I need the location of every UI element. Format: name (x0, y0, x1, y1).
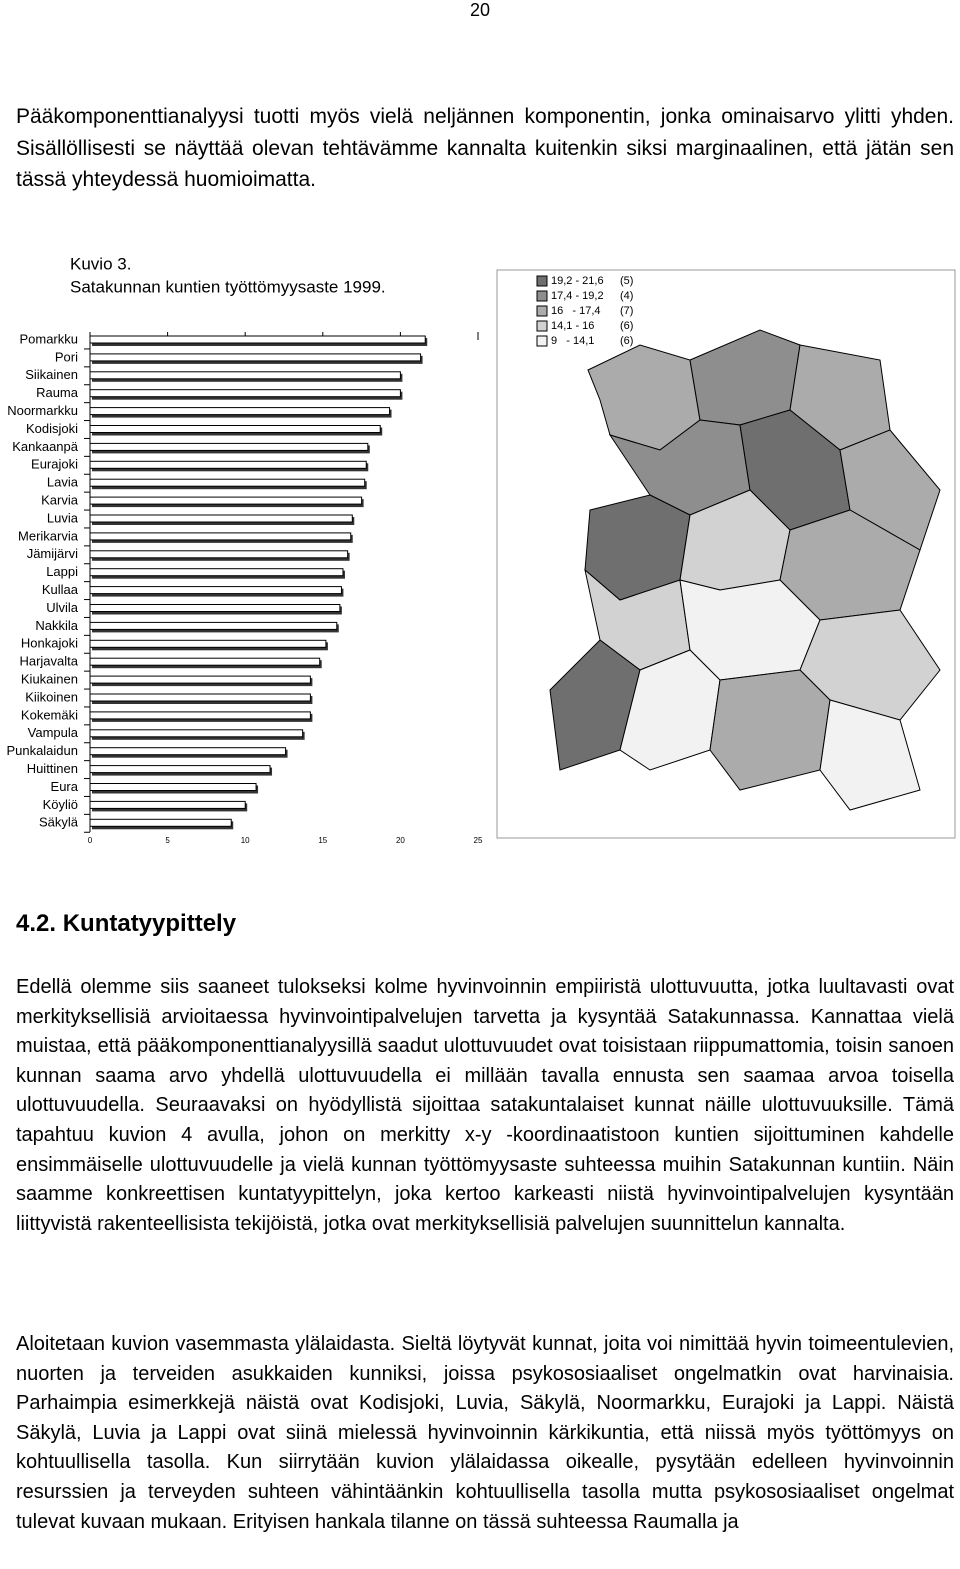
bar (89, 729, 304, 738)
figure: Kuvio 3. Satakunnan kuntien työttömyysas… (6, 254, 956, 845)
bar (89, 478, 366, 487)
paragraph: Edellä olemme siis saaneet tulokseksi ko… (16, 976, 954, 1235)
bar (89, 371, 401, 380)
bar (89, 693, 311, 702)
legend-count: (7) (620, 305, 633, 317)
bar (89, 550, 349, 559)
bar (89, 425, 381, 433)
y-tick-label: Lappi (46, 564, 78, 579)
legend-range: 16 - 17,4 (551, 305, 601, 317)
y-tick-label: Huittinen (27, 761, 78, 776)
legend-count: (4) (620, 290, 633, 302)
legend-swatch (536, 275, 548, 287)
bar (89, 442, 369, 451)
legend-swatch (536, 335, 548, 347)
paragraph: Pääkomponenttianalyysi tuotti myös vielä… (16, 105, 954, 191)
bar (89, 639, 327, 648)
y-tick-label: Säkylä (39, 815, 79, 830)
bar (89, 604, 341, 612)
y-tick-label: Kiukainen (21, 672, 78, 687)
legend-range: 14,1 - 16 (551, 320, 594, 332)
bar (89, 532, 352, 541)
x-tick-label: 10 (241, 836, 250, 845)
bar (89, 407, 391, 416)
section-heading: 4.2. Kuntatyypittely (16, 910, 237, 937)
legend-range: 17,4 - 19,2 (551, 290, 604, 302)
y-tick-label: Noormarkku (7, 403, 78, 418)
legend-range: 19,2 - 21,6 (551, 275, 604, 287)
y-tick-label: Nakkila (35, 618, 78, 633)
y-tick-label: Siikainen (25, 367, 78, 382)
y-tick-label: Kiikoinen (25, 689, 78, 704)
y-tick-label: Kokemäki (21, 707, 78, 722)
bar (89, 800, 246, 809)
region (819, 699, 921, 811)
bar (89, 353, 422, 362)
y-tick-label: Eura (51, 779, 79, 794)
x-tick-label: 5 (165, 836, 170, 845)
bar (89, 586, 342, 595)
y-tick-label: Kankaanpä (12, 439, 79, 454)
legend-count: (6) (620, 335, 633, 347)
y-tick-label: Pomarkku (19, 331, 78, 346)
y-tick-label: Ulvila (46, 600, 79, 615)
y-tick-label: Eurajoki (31, 457, 78, 472)
y-tick-label: Luvia (47, 510, 79, 525)
y-tick-label: Kodisjoki (26, 421, 78, 436)
x-tick-label: 15 (318, 836, 327, 845)
y-tick-label: Vampula (28, 725, 79, 740)
bar (89, 389, 401, 398)
bar (89, 621, 338, 630)
bar (89, 514, 353, 523)
map-regions (549, 329, 941, 811)
map (496, 269, 956, 839)
map-legend: 19,2 - 21,6 (5) 17,4 - 19,2 (4) 16 - 17,4 (7)… (536, 275, 633, 347)
y-tick-label: Rauma (36, 385, 79, 400)
region (709, 669, 831, 791)
y-tick-label: Kullaa (42, 582, 79, 597)
legend-swatch (536, 290, 548, 302)
legend-swatch (536, 320, 548, 332)
bar (89, 765, 271, 774)
y-tick-label: Karvia (41, 493, 79, 508)
bar (89, 657, 321, 666)
y-tick-label: Jämijärvi (27, 546, 78, 561)
bar (89, 335, 426, 344)
x-tick-label: 20 (396, 836, 405, 845)
y-tick-label: Köyliö (43, 797, 78, 812)
chart-subtitle: Satakunnan kuntien työttömyysaste 1999. (70, 277, 386, 296)
y-tick-label: Harjavalta (19, 654, 78, 669)
paragraph: Aloitetaan kuvion vasemmasta ylälaidasta… (16, 1333, 954, 1533)
legend-range: 9 - 14,1 (551, 335, 594, 347)
region (839, 429, 941, 551)
legend-swatch (536, 305, 548, 317)
bar (89, 568, 344, 577)
page-number: 20 (469, 0, 491, 20)
y-tick-label: Punkalaidun (6, 743, 78, 758)
bar (89, 675, 311, 684)
legend-count: (5) (620, 275, 633, 287)
bar (89, 711, 311, 720)
y-tick-label: Honkajoki (21, 636, 78, 651)
y-tick-label: Lavia (47, 475, 79, 490)
x-tick-label: 25 (474, 836, 483, 845)
bar (89, 496, 363, 505)
bar (89, 818, 232, 827)
bar (89, 783, 257, 791)
bar (89, 747, 287, 756)
chart-title: Kuvio 3. (70, 254, 131, 273)
x-tick-label: 0 (88, 836, 93, 845)
bar (89, 460, 367, 469)
legend-count: (6) (620, 320, 633, 332)
y-tick-label: Pori (55, 349, 78, 364)
y-tick-label: Merikarvia (18, 528, 79, 543)
